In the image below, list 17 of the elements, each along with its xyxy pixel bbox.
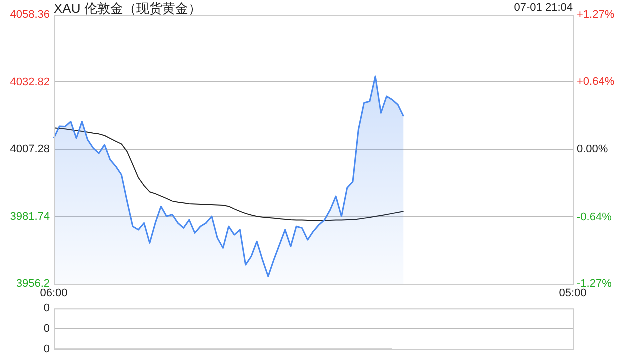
- y2-tick-label: 0.00%: [577, 144, 608, 156]
- y2-tick-label: +0.64%: [577, 76, 615, 88]
- y-tick-label: 4058.36: [10, 9, 50, 22]
- y-tick-label: 4007.28: [10, 144, 50, 156]
- y2-tick-label: -1.27%: [577, 278, 612, 290]
- y-tick-label: 0: [44, 302, 50, 315]
- text: 07-01 21:04: [514, 2, 573, 14]
- y2-tick-label: -0.64%: [577, 211, 612, 224]
- y-tick-label: 0: [44, 343, 50, 356]
- chart-title: XAU 伦敦金（现货黄金）: [54, 0, 202, 18]
- x-tick-label: 06:00: [40, 288, 68, 300]
- y-tick-label: 4032.82: [10, 76, 50, 88]
- y-tick-label: 3956.2: [16, 278, 50, 290]
- y-tick-label: 0: [44, 323, 50, 336]
- y-tick-label: 3981.74: [10, 210, 50, 223]
- y2-tick-label: +1.27%: [577, 9, 615, 22]
- x-tick-label: 05:00: [559, 288, 587, 300]
